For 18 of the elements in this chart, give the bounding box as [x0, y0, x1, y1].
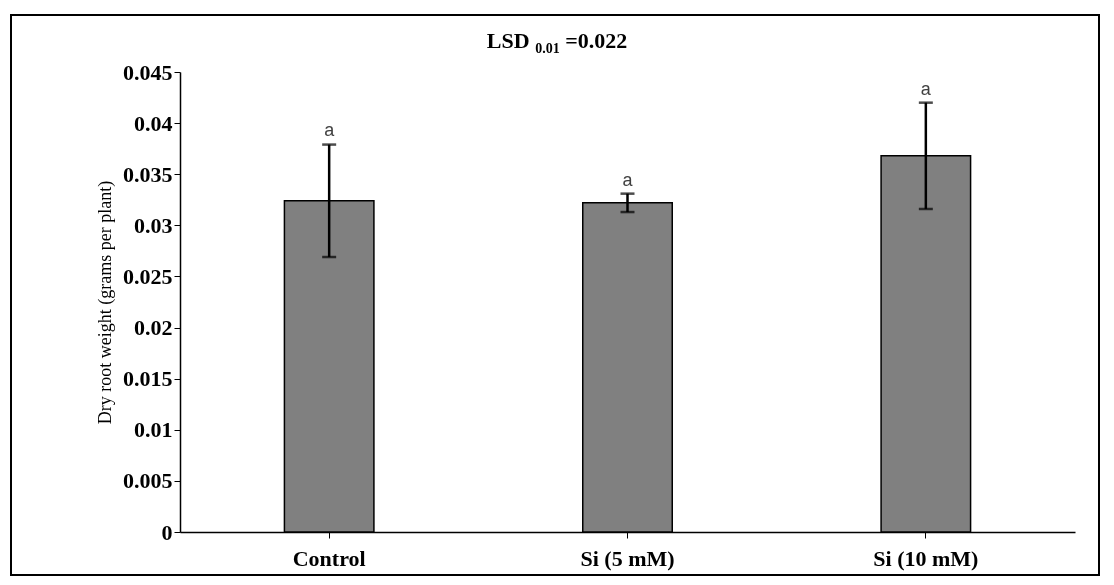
x-tick-label: Si (10 mM): [873, 545, 979, 571]
x-tick-label: Si (5 mM): [580, 545, 675, 571]
y-tick-label: 0.025: [123, 263, 173, 289]
x-tick-label: Control: [292, 545, 366, 571]
y-axis-title: Dry root weight (grams per plant): [95, 180, 116, 425]
y-tick-label: 0.005: [123, 468, 173, 494]
y-tick-label: 0.04: [134, 110, 173, 136]
y-tick-label: 0.045: [123, 59, 173, 85]
annotation: a: [622, 169, 634, 190]
y-tick-label: 0.015: [123, 366, 173, 392]
y-tick-label: 0.01: [134, 417, 173, 443]
y-tick-label: 0.03: [134, 212, 173, 238]
y-tick-label: 0.035: [123, 161, 173, 187]
annotation: a: [920, 78, 932, 99]
y-tick-label: 0.02: [134, 315, 173, 341]
chart-title: LSD $_{0.01}$ =0.022: [485, 28, 629, 58]
annotation: a: [324, 119, 336, 140]
y-tick-label: 0: [161, 519, 173, 545]
